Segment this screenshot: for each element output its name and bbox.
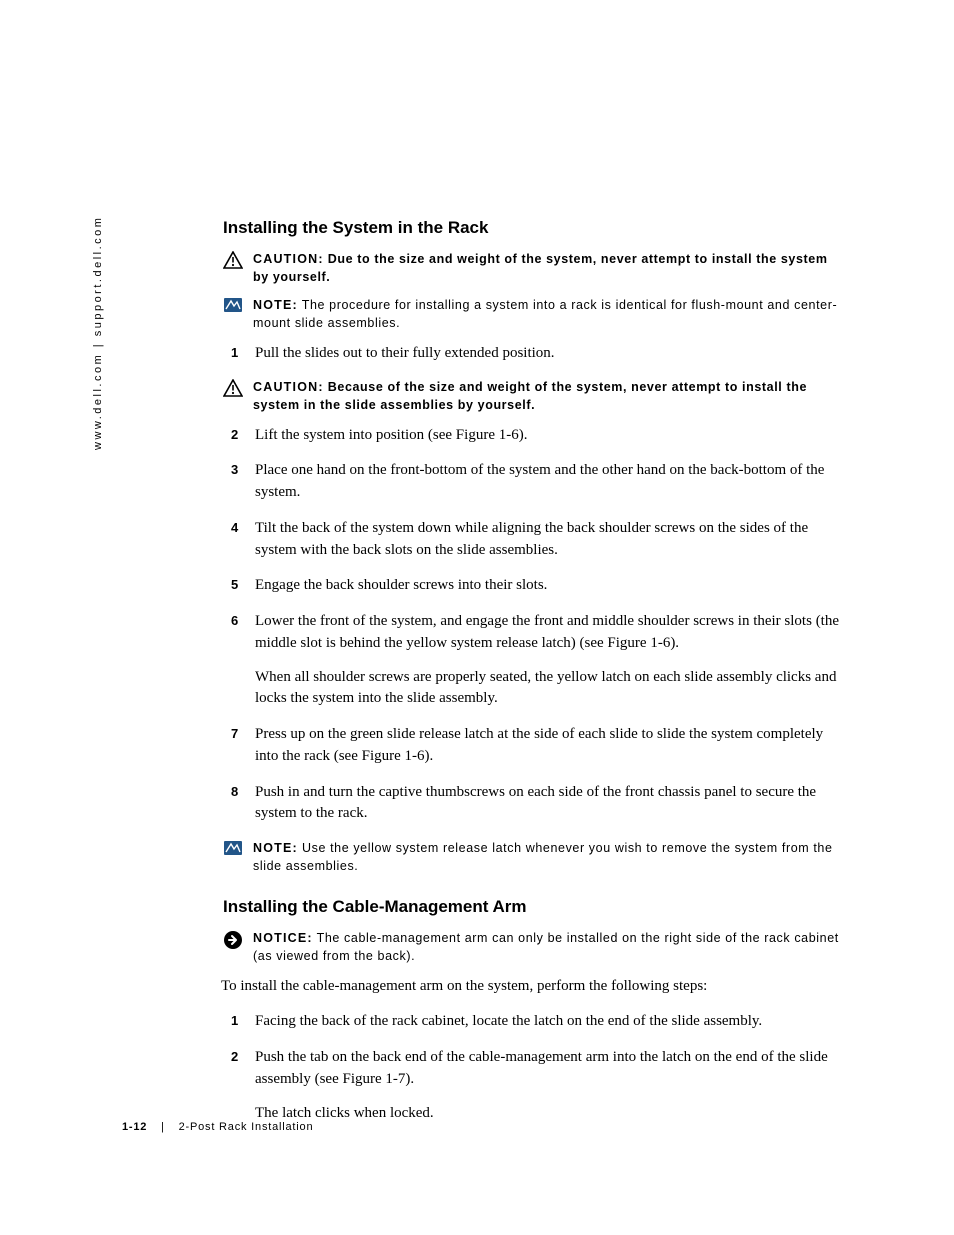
caution-icon [223, 251, 245, 274]
step-text: Tilt the back of the system down while a… [255, 520, 808, 558]
step-text: Place one hand on the front-bottom of th… [255, 462, 824, 500]
footer-title: 2-Post Rack Installation [179, 1121, 314, 1133]
caution-callout-2: CAUTION: Because of the size and weight … [223, 378, 843, 414]
step-item: Engage the back shoulder screws into the… [223, 575, 843, 597]
section1-heading: Installing the System in the Rack [223, 218, 843, 238]
section2-intro: To install the cable-management arm on t… [221, 976, 843, 998]
step-text: Pull the slides out to their fully exten… [255, 345, 555, 361]
steps-list-2: Facing the back of the rack cabinet, loc… [223, 1011, 843, 1124]
step-item: Tilt the back of the system down while a… [223, 518, 843, 562]
caution-text: CAUTION: Because of the size and weight … [253, 378, 843, 414]
steps-list-a: Pull the slides out to their fully exten… [223, 343, 843, 365]
step-item: Push the tab on the back end of the cabl… [223, 1047, 843, 1124]
note-text: NOTE: The procedure for installing a sys… [253, 296, 843, 332]
page-content: Installing the System in the Rack CAUTIO… [223, 218, 843, 1138]
note-text: NOTE: Use the yellow system release latc… [253, 839, 843, 875]
note-icon [223, 840, 245, 861]
step-continuation: The latch clicks when locked. [255, 1103, 843, 1125]
notice-label: NOTICE: [253, 931, 313, 945]
footer-separator: | [161, 1121, 165, 1133]
step-text: Lower the front of the system, and engag… [255, 613, 839, 651]
side-url-text: www.dell.com | support.dell.com [92, 216, 104, 450]
step-text: Push in and turn the captive thumbscrews… [255, 784, 816, 822]
caution-label: CAUTION: [253, 252, 324, 266]
caution-body: Because of the size and weight of the sy… [253, 380, 807, 412]
step-text: Lift the system into position (see Figur… [255, 427, 527, 443]
caution-body: Due to the size and weight of the system… [253, 252, 828, 284]
step-item: Lift the system into position (see Figur… [223, 425, 843, 447]
caution-icon [223, 379, 245, 402]
step-text: Facing the back of the rack cabinet, loc… [255, 1013, 762, 1029]
note-icon [223, 297, 245, 318]
notice-body: The cable-management arm can only be ins… [253, 931, 839, 963]
caution-callout-1: CAUTION: Due to the size and weight of t… [223, 250, 843, 286]
step-item: Lower the front of the system, and engag… [223, 611, 843, 710]
step-item: Press up on the green slide release latc… [223, 724, 843, 768]
step-item: Pull the slides out to their fully exten… [223, 343, 843, 365]
notice-text: NOTICE: The cable-management arm can onl… [253, 929, 843, 965]
step-text: Engage the back shoulder screws into the… [255, 577, 547, 593]
step-item: Facing the back of the rack cabinet, loc… [223, 1011, 843, 1033]
step-item: Place one hand on the front-bottom of th… [223, 460, 843, 504]
step-continuation: When all shoulder screws are properly se… [255, 667, 843, 711]
step-item: Push in and turn the captive thumbscrews… [223, 782, 843, 826]
note-callout-1: NOTE: The procedure for installing a sys… [223, 296, 843, 332]
page-footer: 1-12 | 2-Post Rack Installation [122, 1121, 313, 1133]
note-body: The procedure for installing a system in… [253, 298, 837, 330]
note-body: Use the yellow system release latch when… [253, 841, 833, 873]
steps-list-b: Lift the system into position (see Figur… [223, 425, 843, 826]
notice-callout: NOTICE: The cable-management arm can onl… [223, 929, 843, 965]
step-text: Press up on the green slide release latc… [255, 726, 823, 764]
note-label: NOTE: [253, 841, 298, 855]
section2-heading: Installing the Cable-Management Arm [223, 897, 843, 917]
caution-text: CAUTION: Due to the size and weight of t… [253, 250, 843, 286]
page-number: 1-12 [122, 1121, 147, 1133]
caution-label: CAUTION: [253, 380, 324, 394]
note-callout-2: NOTE: Use the yellow system release latc… [223, 839, 843, 875]
note-label: NOTE: [253, 298, 298, 312]
notice-icon [223, 930, 245, 955]
step-text: Push the tab on the back end of the cabl… [255, 1049, 828, 1087]
